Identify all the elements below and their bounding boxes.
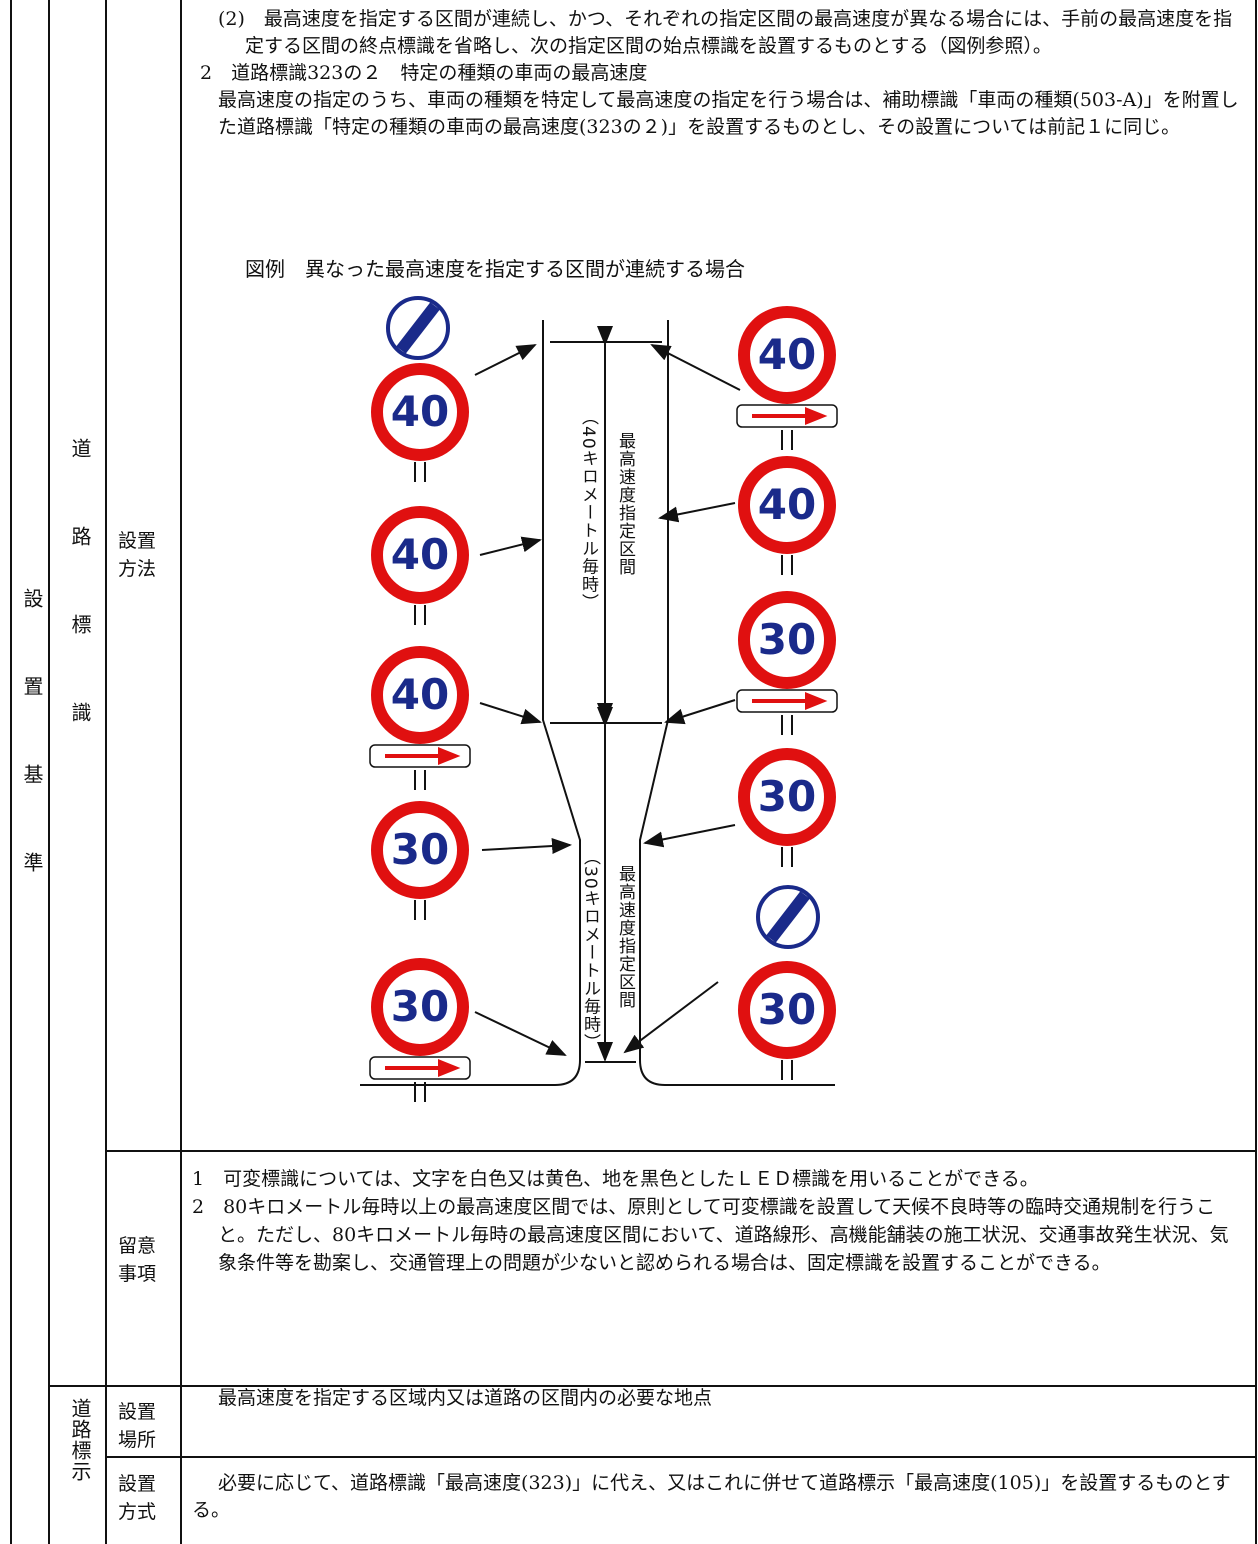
speed-sign	[371, 958, 469, 1056]
paragraph: 必要に応じて、道路標識「最高速度(323)」に代え、又はこれに併せて道路標示「最…	[192, 1472, 1231, 1521]
pointer-arrow	[658, 502, 736, 523]
paragraph: 2 80キロメートル毎時以上の最高速度区間では、原則として可変標識を設置して天候…	[192, 1196, 1229, 1274]
end-sign-bar	[396, 302, 440, 354]
row-label: 設置場所	[118, 1401, 157, 1451]
cell-text: 必要に応じて、道路標識「最高速度(323)」に代え、又はこれに併せて道路標示「最…	[192, 1470, 1247, 1524]
speed-sign	[371, 363, 469, 461]
border	[1255, 0, 1257, 1544]
paragraph: 最高速度の指定のうち、車両の種類を特定して最高速度の指定を行う場合は、補助標識「…	[218, 89, 1239, 138]
paragraph: (2) 最高速度を指定する区間が連続し、かつ、それぞれの指定区間の最高速度が異な…	[218, 8, 1233, 57]
pointer-arrow	[664, 699, 736, 725]
pointer-arrow	[474, 344, 537, 376]
sign-number: 30	[758, 985, 816, 1034]
sign-number: 30	[391, 982, 449, 1031]
border	[105, 1456, 1257, 1458]
sign-number: 30	[758, 615, 816, 664]
pointer-arrow	[479, 536, 542, 556]
pointer-arrow	[481, 838, 572, 855]
cell-text: (2) 最高速度を指定する区間が連続し、かつ、それぞれの指定区間の最高速度が異な…	[192, 6, 1247, 141]
pointer-arrow	[474, 1011, 567, 1056]
end-sign-bar	[766, 891, 810, 943]
plate-arrow	[752, 407, 828, 425]
row-label: 設置方法	[118, 530, 157, 580]
sign-number: 30	[391, 825, 449, 874]
vertical-label: 最高速度指定区間	[615, 865, 636, 1009]
speed-sign	[371, 506, 469, 604]
vertical-label: 最高速度指定区間	[615, 432, 636, 576]
border	[48, 0, 50, 1544]
cell-text: 最高速度を指定する区域内又は道路の区間内の必要な地点	[218, 1385, 1248, 1412]
sign-number: 40	[758, 480, 816, 529]
sign-number: 40	[391, 530, 449, 579]
speed-sign	[738, 456, 836, 554]
sign-number: 40	[758, 330, 816, 379]
border	[180, 0, 182, 1544]
figure-caption: 図例 異なった最高速度を指定する区間が連続する場合	[245, 257, 745, 281]
section-label: 設置基準	[20, 588, 44, 940]
pointer-arrow	[643, 824, 736, 848]
paragraph: 最高速度を指定する区域内又は道路の区間内の必要な地点	[218, 1387, 713, 1409]
vertical-label: （30キロメートル毎時）	[580, 848, 601, 1052]
road	[360, 320, 835, 1086]
border	[105, 0, 107, 1544]
speed-sign	[371, 801, 469, 899]
plate-arrow	[385, 747, 461, 765]
pointer-arrow	[623, 981, 719, 1054]
speed-sign	[738, 591, 836, 689]
border	[48, 1385, 1257, 1387]
border	[10, 0, 12, 1544]
group-label: 道路標示	[68, 1398, 92, 1482]
paragraph: 1 可変標識については、文字を白色又は黄色、地を黒色としたＬＥＤ標識を用いること…	[192, 1168, 1039, 1190]
vertical-label: （40キロメートル毎時）	[578, 408, 599, 612]
sign-number: 40	[391, 670, 449, 719]
row-label: 留意事項	[118, 1235, 157, 1285]
speed-sign	[738, 961, 836, 1059]
paragraph: 2 道路標識323の２ 特定の種類の車両の最高速度	[200, 62, 648, 84]
sign-number: 30	[758, 772, 816, 821]
pointer-arrow	[650, 344, 741, 391]
pointer-arrow	[479, 702, 542, 725]
row-label: 設置方式	[118, 1473, 157, 1523]
speed-sign	[738, 306, 836, 404]
sign-number: 40	[391, 387, 449, 436]
plate-arrow	[385, 1059, 461, 1077]
group-label: 道路標識	[68, 438, 92, 790]
speed-sign	[371, 646, 469, 744]
border	[105, 1150, 1257, 1152]
plate-arrow	[752, 692, 828, 710]
cell-text: 1 可変標識については、文字を白色又は黄色、地を黒色としたＬＥＤ標識を用いること…	[192, 1165, 1247, 1277]
speed-sign	[738, 748, 836, 846]
